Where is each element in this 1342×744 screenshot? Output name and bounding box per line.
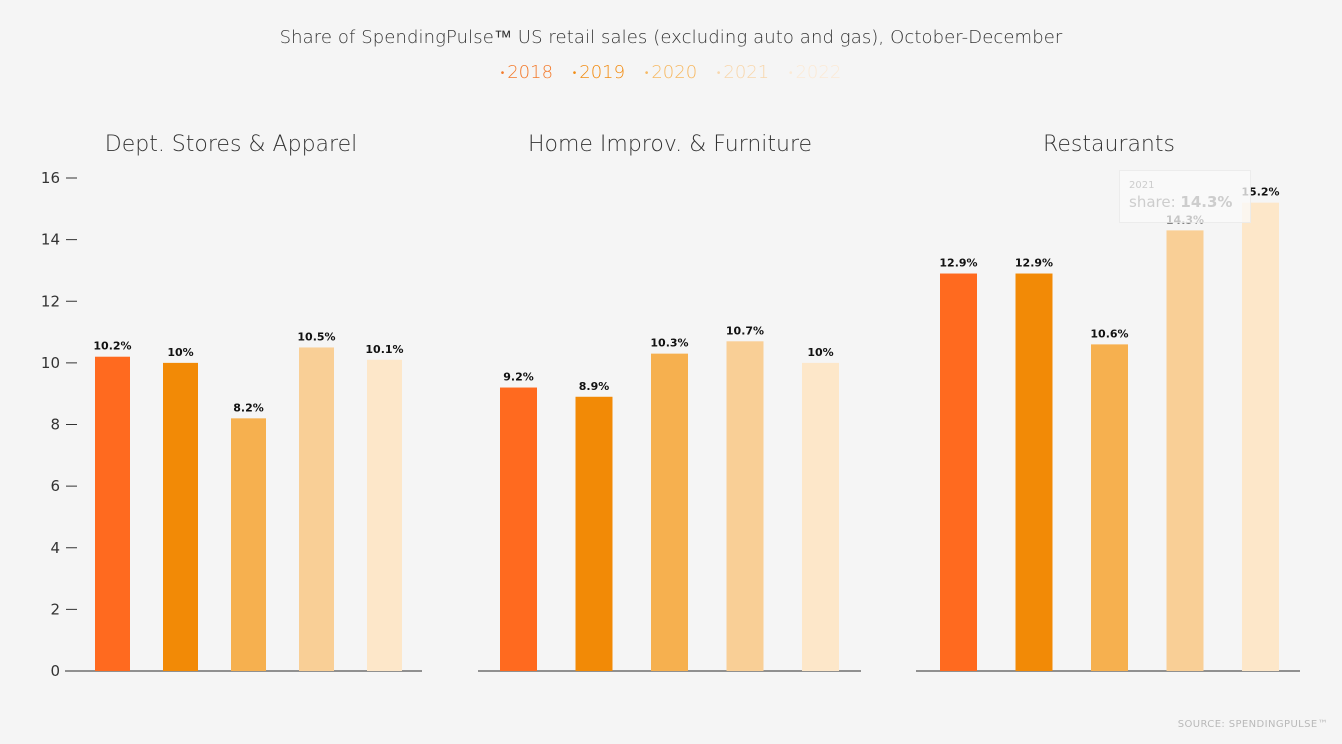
bar	[575, 396, 613, 671]
bar-data-label: 10.5%	[297, 330, 335, 343]
tooltip-line: share: 14.3%	[1129, 192, 1250, 212]
panel-title-dept-stores: Dept. Stores & Apparel	[104, 132, 358, 157]
legend-dot-icon: •	[572, 67, 577, 79]
legend-label-2018: 2018	[507, 62, 554, 83]
bar-data-label: 12.9%	[939, 257, 977, 270]
bar-data-label: 8.2%	[233, 401, 264, 414]
bar	[231, 418, 266, 671]
legend-label-2022: 2022	[795, 62, 842, 83]
legend-item-2022[interactable]: • 2022	[789, 62, 841, 83]
y-tick-label: 16	[41, 169, 60, 187]
legend: • 2018 • 2019 • 2020 • 2021 • 2022	[0, 62, 1342, 83]
y-tick-label: 0	[50, 662, 60, 680]
legend-item-2020[interactable]: • 2020	[645, 62, 697, 83]
bar	[1091, 344, 1128, 671]
y-tick-label: 4	[50, 539, 60, 557]
bar-data-label: 10.3%	[650, 337, 688, 350]
panel-title-restaurants: Restaurants	[1043, 132, 1175, 157]
chart-title: Share of SpendingPulse™ US retail sales …	[279, 27, 1063, 48]
bar	[1015, 273, 1053, 671]
tooltip-year: 2021	[1129, 180, 1155, 191]
legend-label-2021: 2021	[723, 62, 770, 83]
bar	[163, 362, 198, 671]
bar-data-label: 10%	[807, 346, 833, 359]
tooltip-label: share:	[1129, 193, 1176, 211]
bar	[299, 347, 334, 671]
tooltip: 2021 share: 14.3%	[1119, 170, 1251, 223]
y-tick-label: 8	[50, 416, 60, 434]
bar	[1242, 202, 1279, 671]
bar	[940, 273, 977, 671]
legend-dot-icon: •	[788, 67, 793, 79]
y-tick-label: 10	[41, 354, 60, 372]
legend-item-2021[interactable]: • 2021	[717, 62, 769, 83]
bar	[500, 387, 537, 671]
bar	[1166, 230, 1204, 671]
bar-data-label: 10.1%	[365, 343, 403, 356]
y-tick-label: 12	[41, 292, 60, 310]
bar-data-label: 10.6%	[1090, 327, 1128, 340]
legend-item-2019[interactable]: • 2019	[573, 62, 625, 83]
y-tick-label: 6	[50, 477, 60, 495]
legend-dot-icon: •	[500, 67, 505, 79]
bar	[726, 341, 764, 671]
bar-data-label: 9.2%	[503, 371, 534, 384]
legend-dot-icon: •	[716, 67, 721, 79]
y-tick-label: 14	[41, 231, 60, 249]
panel-title-home-improv: Home Improv. & Furniture	[527, 132, 813, 157]
bar-data-label: 8.9%	[579, 380, 610, 393]
bar-data-label: 10.7%	[726, 324, 764, 337]
y-tick-label: 2	[50, 600, 60, 618]
source-note: SOURCE: SPENDINGPULSE™	[1177, 719, 1328, 730]
tooltip-value: 14.3%	[1180, 193, 1233, 211]
legend-label-2019: 2019	[579, 62, 626, 83]
bar	[367, 359, 402, 671]
bar-data-label: 12.9%	[1015, 257, 1053, 270]
legend-dot-icon: •	[644, 67, 649, 79]
bar	[95, 356, 130, 671]
bar-data-label: 10.2%	[93, 340, 131, 353]
bar-data-label: 10%	[167, 346, 193, 359]
legend-label-2020: 2020	[651, 62, 698, 83]
legend-item-2018[interactable]: • 2018	[501, 62, 553, 83]
bar	[802, 362, 839, 671]
bar	[651, 353, 688, 671]
